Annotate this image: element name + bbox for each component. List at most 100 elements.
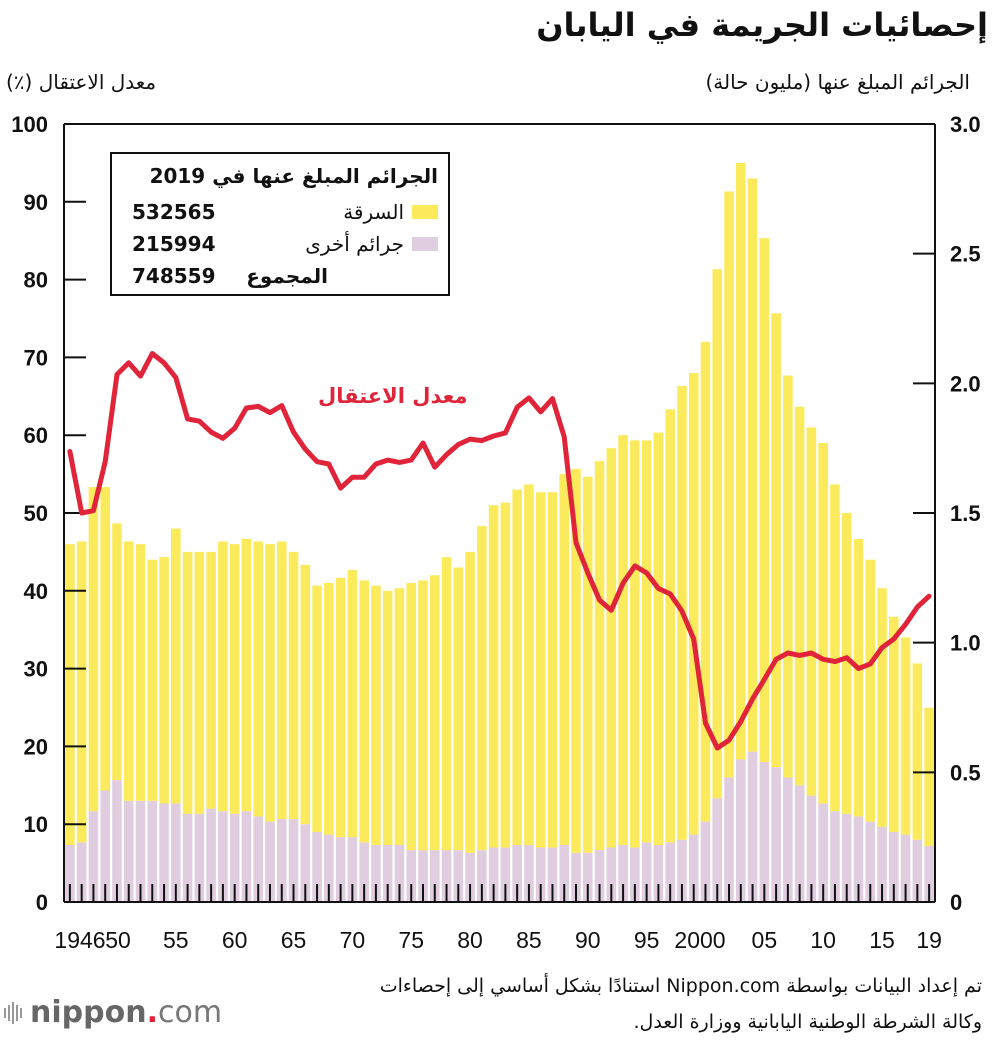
bar-other-2011 xyxy=(830,811,840,902)
bar-theft-1961 xyxy=(241,538,252,812)
bar-other-1972 xyxy=(371,844,381,902)
right-tick-label: 0 xyxy=(950,890,962,915)
bar-theft-1985 xyxy=(524,484,534,845)
bar-theft-1995 xyxy=(641,440,652,843)
legend-value-theft: 532565 xyxy=(132,200,216,224)
bar-other-1959 xyxy=(218,811,228,902)
bar-theft-2012 xyxy=(841,513,852,814)
bar-theft-2018 xyxy=(912,663,923,840)
bar-other-1950 xyxy=(112,780,122,902)
bar-other-1978 xyxy=(441,850,452,902)
bar-theft-1971 xyxy=(359,580,369,843)
bar-theft-1964 xyxy=(276,541,287,820)
bar-other-2019 xyxy=(924,845,934,902)
bar-other-2016 xyxy=(889,831,899,902)
bar-theft-1976 xyxy=(418,580,428,851)
bar-other-1966 xyxy=(300,824,311,902)
bar-theft-2008 xyxy=(794,406,805,786)
bar-other-2003 xyxy=(736,759,746,902)
bar-other-2015 xyxy=(877,826,887,902)
bar-other-1948 xyxy=(88,811,99,902)
bar-theft-1975 xyxy=(406,583,417,851)
bar-other-2007 xyxy=(783,777,793,902)
bar-other-1967 xyxy=(312,831,322,902)
bar-other-1962 xyxy=(253,816,263,902)
left-tick-label: 20 xyxy=(24,734,48,759)
bar-other-1983 xyxy=(500,847,511,902)
bar-theft-1959 xyxy=(218,541,228,812)
bar-theft-2003 xyxy=(736,162,746,760)
bar-theft-1991 xyxy=(594,461,605,851)
bar-other-2008 xyxy=(794,785,805,902)
bar-other-1946 xyxy=(65,844,75,902)
bar-theft-2014 xyxy=(865,559,876,822)
bar-theft-2019 xyxy=(924,707,934,846)
year-label-2010: 10 xyxy=(810,927,836,953)
bar-theft-2002 xyxy=(724,191,734,778)
bar-other-2013 xyxy=(853,816,864,902)
right-axis-title: الجرائم المبلغ عنها (مليون حالة) xyxy=(705,70,970,94)
bar-theft-2011 xyxy=(830,484,840,812)
left-tick-label: 10 xyxy=(24,812,48,837)
bar-other-1956 xyxy=(182,813,193,902)
bar-theft-1989 xyxy=(571,468,581,853)
bar-theft-1997 xyxy=(665,409,675,843)
bar-theft-1950 xyxy=(112,523,122,781)
tick-labels-group: 0 10 20 30 40 50 60 70 80 90 100 0 0.5 1.0 1.5 2.0 2.5 3.… xyxy=(11,112,980,953)
legend-label-other: جرائم أخرى xyxy=(305,232,404,256)
bar-theft-1960 xyxy=(229,544,240,814)
bar-theft-1957 xyxy=(194,551,205,814)
bar-theft-1981 xyxy=(477,525,487,851)
bar-theft-1966 xyxy=(300,564,311,825)
bar-other-1998 xyxy=(677,839,687,902)
bar-other-1997 xyxy=(665,842,675,902)
year-label-2000: 2000 xyxy=(674,927,725,953)
year-label-1965: 65 xyxy=(281,927,307,953)
bar-theft-1951 xyxy=(123,541,134,801)
bar-other-1949 xyxy=(100,790,110,902)
bar-theft-1969 xyxy=(335,577,346,838)
left-tick-label: 0 xyxy=(36,890,48,915)
bar-theft-1979 xyxy=(453,567,464,851)
bar-other-1973 xyxy=(382,844,393,902)
bar-theft-1948 xyxy=(88,487,99,812)
bar-other-1987 xyxy=(547,847,558,902)
bar-theft-1978 xyxy=(441,557,452,851)
bar-other-2012 xyxy=(841,813,852,902)
bar-theft-1962 xyxy=(253,541,263,817)
bar-theft-2004 xyxy=(747,178,758,752)
bar-theft-1996 xyxy=(653,432,664,845)
bar-theft-1956 xyxy=(182,551,193,814)
bar-other-1995 xyxy=(641,842,652,902)
bar-theft-2007 xyxy=(783,375,793,778)
bar-other-2005 xyxy=(759,761,770,902)
bar-theft-1954 xyxy=(159,557,169,804)
left-tick-label: 50 xyxy=(24,501,48,526)
bar-theft-1970 xyxy=(347,570,358,838)
left-tick-label: 80 xyxy=(24,268,48,293)
bar-theft-1993 xyxy=(618,435,628,845)
right-tick-label: 1.0 xyxy=(950,631,981,656)
left-tick-label: 60 xyxy=(24,423,48,448)
bar-other-2006 xyxy=(771,767,781,902)
arrest-rate-line xyxy=(67,351,932,751)
bar-other-1947 xyxy=(76,842,87,902)
year-label-2019: 19 xyxy=(916,927,942,953)
legend-value-other: 215994 xyxy=(132,232,216,256)
bar-theft-1990 xyxy=(582,476,593,853)
logo-sound-bars-icon xyxy=(4,1001,22,1024)
bar-theft-1987 xyxy=(547,492,558,848)
bar-other-1982 xyxy=(488,847,499,902)
left-tick-label: 100 xyxy=(11,112,48,137)
legend-value-total: 748559 xyxy=(132,264,216,288)
nippon-logo[interactable]: nippon. com xyxy=(4,995,222,1030)
bar-theft-1973 xyxy=(382,590,393,845)
bar-theft-2006 xyxy=(771,313,781,768)
bar-other-1977 xyxy=(429,850,440,902)
legend-item-other: جرائم أخرى xyxy=(305,232,438,256)
bar-other-2000 xyxy=(700,821,711,902)
left-axis-title: معدل الاعتقال (٪) xyxy=(6,70,157,94)
bar-other-1984 xyxy=(512,844,522,902)
right-tick-label: 1.5 xyxy=(950,501,981,526)
